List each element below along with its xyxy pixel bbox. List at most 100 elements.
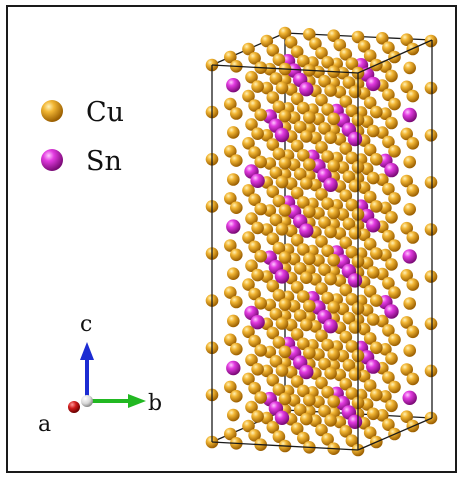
cell-edge (357, 39, 433, 74)
sn-atom (384, 162, 399, 178)
cu-atom (290, 186, 304, 200)
cu-atom (266, 232, 280, 246)
cu-atom (293, 403, 307, 417)
cu-atom (290, 233, 304, 247)
cu-atom (251, 268, 264, 282)
cu-atom (318, 404, 331, 418)
cu-atom (251, 410, 264, 423)
cu-atom (224, 192, 237, 205)
cu-atom (342, 76, 356, 89)
cu-atom (315, 188, 328, 201)
cu-atom (385, 116, 398, 130)
cu-atom (339, 330, 353, 344)
cu-atom (382, 41, 395, 54)
cu-atom (406, 325, 420, 339)
sn-atom (274, 410, 290, 425)
cu-atom (321, 338, 334, 352)
cu-atom (245, 353, 258, 367)
legend-label-sn: Sn (86, 146, 122, 177)
cu-atom (272, 383, 286, 396)
cu-atom (297, 101, 310, 115)
cu-atom (363, 49, 377, 62)
cu-atom (339, 48, 353, 61)
cu-atom (318, 216, 331, 229)
cu-atom (370, 105, 383, 119)
cu-atom (290, 139, 304, 153)
cu-atom (272, 289, 286, 302)
cu-atom (315, 423, 328, 437)
cu-atom (248, 146, 261, 159)
cu-atom (385, 399, 398, 413)
cu-atom (293, 167, 307, 181)
cu-atom (293, 120, 307, 134)
cu-atom (385, 69, 398, 83)
cu-atom (245, 70, 258, 84)
cu-atom (321, 150, 334, 163)
sn-atom-icon (41, 149, 63, 171)
cu-atom (293, 309, 307, 322)
unit-cell-front-edges (211, 39, 433, 451)
cu-atom (254, 108, 267, 122)
cu-atom (363, 379, 377, 392)
cu-atom (382, 229, 395, 243)
cu-atom (275, 223, 289, 236)
cu-atom (315, 282, 328, 295)
cu-atom (266, 138, 280, 151)
cu-atom (324, 414, 337, 427)
cu-atom (388, 97, 401, 111)
cu-atom (366, 124, 380, 138)
cu-atom (327, 112, 341, 126)
sn-atom (366, 76, 381, 92)
cu-atom (269, 166, 283, 180)
cu-atom (278, 251, 292, 264)
cu-atom (293, 262, 307, 275)
cu-atom (315, 141, 328, 154)
cu-atom (342, 217, 356, 231)
cu-atom (400, 80, 414, 94)
cu-atom (248, 99, 261, 112)
cu-atom (370, 294, 383, 307)
cu-atom (315, 329, 328, 343)
sn-atom (402, 107, 417, 123)
cu-atom (382, 88, 395, 102)
cu-atom (321, 291, 334, 305)
cu-atom (272, 100, 286, 114)
sn-atom (323, 177, 338, 192)
cu-atom (303, 346, 316, 360)
c-axis-arrow (80, 342, 94, 399)
cu-atom (327, 395, 341, 408)
cu-atom (366, 407, 380, 421)
cu-atom (363, 96, 377, 110)
cu-atom (309, 37, 322, 50)
cu-atom (348, 179, 362, 193)
cu-atom (400, 410, 414, 424)
cu-atom (345, 245, 359, 259)
cu-atom (351, 30, 365, 44)
cu-atom (382, 182, 395, 196)
cu-atom (339, 425, 353, 438)
cu-atom (339, 377, 353, 391)
sn-atom (299, 364, 314, 380)
cu-atom (339, 189, 353, 202)
cu-atom (248, 240, 261, 254)
cu-atom (278, 345, 292, 359)
cu-atom (297, 149, 310, 162)
sn-atom (226, 360, 241, 376)
axis-label-a: a (38, 412, 51, 437)
cu-atom (324, 84, 337, 97)
sn-atom (274, 127, 290, 143)
cu-atom (424, 364, 438, 378)
cu-atom (251, 363, 264, 376)
cu-atom (278, 157, 292, 170)
cu-atom (303, 158, 316, 171)
cu-atom (363, 332, 377, 345)
cu-atom (385, 258, 398, 271)
cu-atom (403, 297, 417, 310)
cu-atom (303, 393, 316, 407)
cu-atom (370, 247, 383, 260)
cu-atom (278, 26, 292, 40)
cu-atom (376, 32, 389, 45)
cu-atom (297, 337, 310, 351)
cu-atom (272, 53, 286, 66)
